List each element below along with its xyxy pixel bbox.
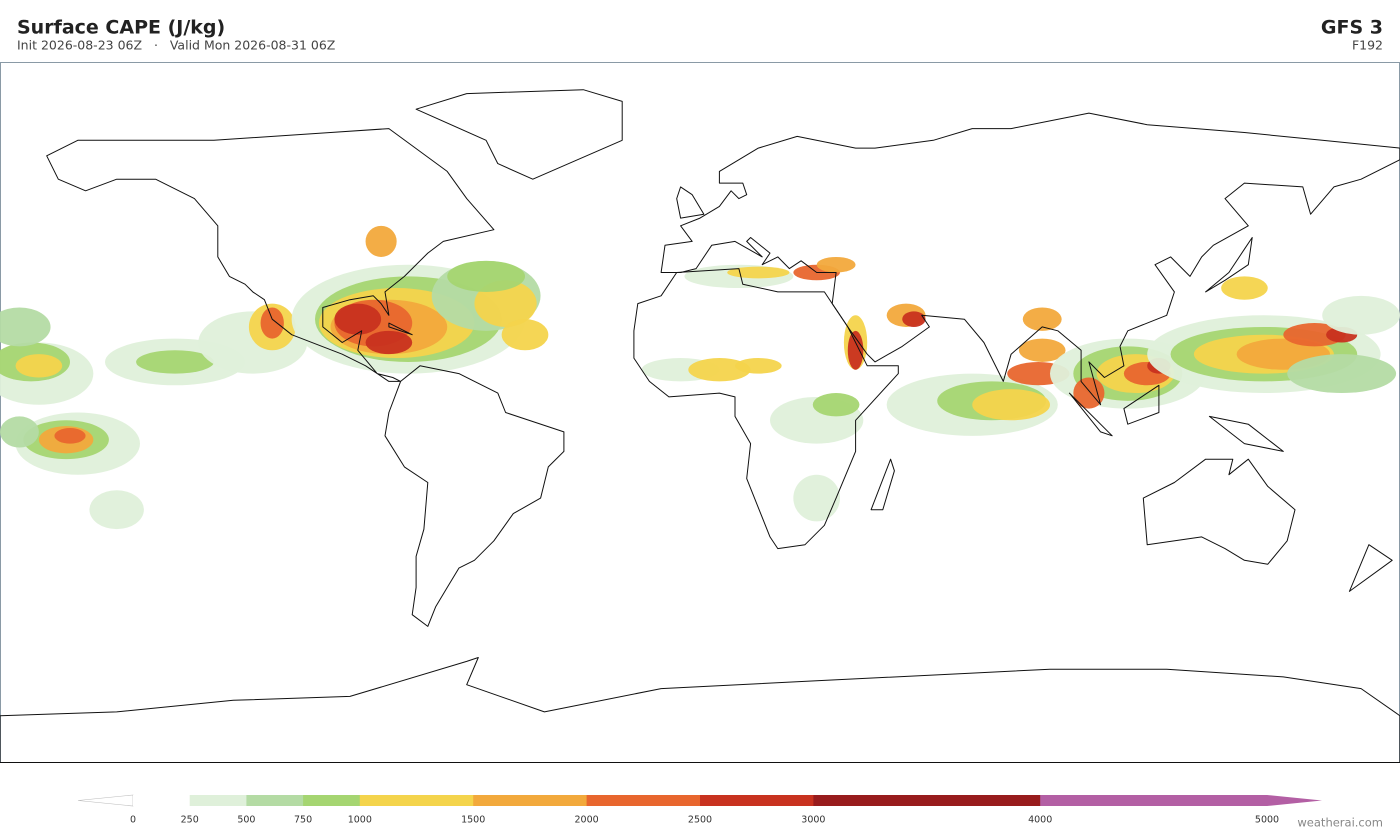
cape-area <box>0 307 51 347</box>
coastline <box>388 322 413 336</box>
coastline <box>1208 415 1284 452</box>
cape-area <box>688 358 751 382</box>
coastline <box>870 458 895 511</box>
coastlines <box>0 89 1400 763</box>
cape-area <box>816 256 856 273</box>
colorbar-tick-label: 1000 <box>348 815 372 826</box>
colorbar-segment <box>586 795 701 806</box>
coastline <box>384 365 565 627</box>
cape-area <box>260 307 284 339</box>
coastline <box>633 268 899 550</box>
colorbar-tick-label: 0 <box>130 815 136 826</box>
forecast-hour: F192 <box>1352 38 1383 53</box>
cape-area <box>727 266 790 279</box>
map <box>0 62 1400 763</box>
cape-area <box>474 280 537 327</box>
coastline <box>676 186 705 219</box>
credit: weatherai.com <box>1297 816 1383 830</box>
cape-area <box>54 428 86 444</box>
cape-area <box>1018 338 1066 362</box>
cape-area <box>15 354 63 378</box>
cape-area <box>735 358 782 374</box>
map-subtitle: Init 2026-08-23 06Z · Valid Mon 2026-08-… <box>17 38 335 53</box>
cape-area <box>972 389 1050 421</box>
coastline <box>1123 384 1160 425</box>
cape-area <box>365 225 397 257</box>
colorbar-tick-label: 2000 <box>575 815 599 826</box>
map-title: Surface CAPE (J/kg) <box>17 17 225 39</box>
coastline <box>660 112 1400 406</box>
coastline <box>1142 458 1296 565</box>
cape-area <box>1221 276 1268 300</box>
colorbar-tick-label: 500 <box>237 815 255 826</box>
colorbar-tick-label: 4000 <box>1028 815 1052 826</box>
colorbar-segment <box>813 795 1041 806</box>
colorbar-segment <box>246 795 304 806</box>
coastline <box>1068 392 1113 437</box>
cape-area <box>1322 295 1400 335</box>
cape-area <box>447 260 525 292</box>
cape-area <box>812 393 860 417</box>
map-frame <box>0 62 1400 763</box>
colorbar-segment <box>133 795 191 806</box>
colorbar-segment <box>1040 795 1268 806</box>
colorbar-tick-label: 3000 <box>801 815 825 826</box>
coastline <box>1348 544 1393 592</box>
cape-area <box>1022 307 1062 331</box>
colorbar: 0 250 500 750 1000 1500 2000 2500 3000 4000 5000 <box>77 794 1322 826</box>
cape-area <box>0 416 39 448</box>
cape-area <box>793 474 841 522</box>
colorbar-segment <box>189 795 247 806</box>
cape-area <box>501 319 549 351</box>
cape-field <box>0 225 1400 530</box>
colorbar-segment <box>473 795 588 806</box>
cape-area <box>847 330 864 370</box>
coastline <box>1205 237 1253 293</box>
cape-area <box>365 330 413 355</box>
colorbar-under <box>77 794 134 807</box>
colorbar-tick-label: 250 <box>181 815 199 826</box>
colorbar-segment <box>359 795 474 806</box>
colorbar-tick-label: 1500 <box>461 815 485 826</box>
colorbar-tick-label: 5000 <box>1255 815 1279 826</box>
coastline <box>46 128 495 382</box>
cape-area <box>1287 354 1397 394</box>
cape-area <box>902 311 926 327</box>
cape-area <box>334 303 382 335</box>
colorbar-tick-label: 2500 <box>688 815 712 826</box>
model-name: GFS 3 <box>1321 17 1383 39</box>
colorbar-tick-label: 750 <box>294 815 312 826</box>
cape-area <box>136 350 214 374</box>
colorbar-over <box>1267 795 1322 806</box>
cape-area <box>89 490 144 530</box>
cape-area <box>1283 323 1346 347</box>
colorbar-segment <box>700 795 814 806</box>
colorbar-segment <box>303 795 361 806</box>
cape-area <box>1073 377 1105 409</box>
coastline <box>0 657 1400 763</box>
coastline <box>415 89 623 180</box>
